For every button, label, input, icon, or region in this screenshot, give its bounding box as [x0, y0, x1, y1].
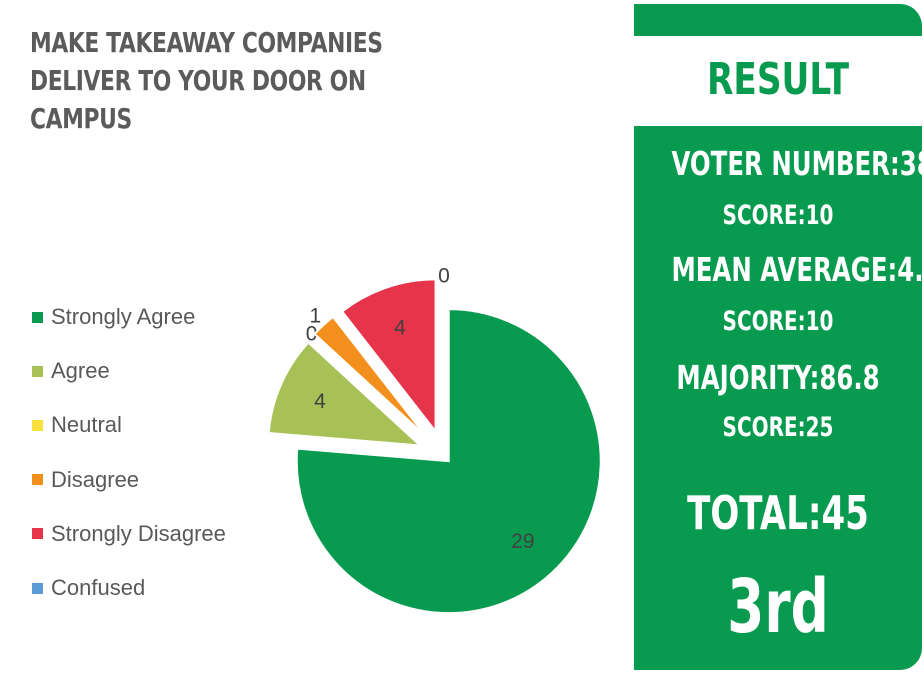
legend-label: Neutral — [51, 412, 122, 438]
voter-score: SCORE:10 — [722, 200, 834, 231]
legend-item: Strongly Agree — [32, 290, 226, 344]
legend-swatch — [32, 474, 43, 486]
mean-score: SCORE:10 — [722, 306, 834, 337]
legend-item: Strongly Disagree — [32, 507, 226, 561]
pie-data-label: 0 — [438, 265, 450, 288]
legend-label: Strongly Agree — [51, 304, 196, 330]
pie-slice — [313, 315, 428, 438]
voter-number: VOTER NUMBER:38 — [671, 144, 922, 183]
result-panel: RESULT VOTER NUMBER:38 SCORE:10 MEAN AVE… — [634, 4, 922, 670]
pie-slice — [295, 308, 602, 615]
pie-slice — [340, 278, 437, 435]
chart-legend: Strongly Agree Agree Neutral Disagree Strong… — [32, 290, 226, 615]
total-score: TOTAL:45 — [687, 486, 869, 540]
legend-label: Confused — [51, 575, 146, 601]
pie-data-label: 4 — [394, 316, 406, 339]
pie-data-label: 1 — [309, 305, 321, 328]
legend-swatch — [32, 582, 43, 594]
legend-swatch — [32, 365, 43, 377]
legend-swatch — [32, 311, 43, 323]
mean-average: MEAN AVERAGE:4.39 — [671, 250, 922, 289]
legend-label: Agree — [51, 358, 110, 384]
rank: 3rd — [727, 564, 829, 650]
legend-item: Disagree — [32, 453, 226, 507]
chart-title: MAKE TAKEAWAY COMPANIES DELIVER TO YOUR … — [30, 26, 383, 135]
pie-data-label: 4 — [314, 390, 326, 413]
pie-slice — [267, 341, 424, 447]
result-heading-box — [634, 36, 922, 126]
legend-swatch — [32, 419, 43, 431]
pie-data-label: 29 — [511, 530, 534, 553]
legend-label: Strongly Disagree — [51, 520, 226, 546]
legend-item: Confused — [32, 561, 226, 615]
legend-item: Neutral — [32, 398, 226, 452]
pie-data-label: 0 — [306, 323, 318, 346]
majority-score: SCORE:25 — [722, 412, 834, 443]
legend-label: Disagree — [51, 466, 140, 492]
legend-item: Agree — [32, 344, 226, 398]
majority: MAJORITY:86.8 — [676, 358, 880, 397]
legend-swatch — [32, 528, 43, 540]
result-panel-top-band — [634, 4, 922, 36]
result-heading: RESULT — [706, 54, 850, 105]
